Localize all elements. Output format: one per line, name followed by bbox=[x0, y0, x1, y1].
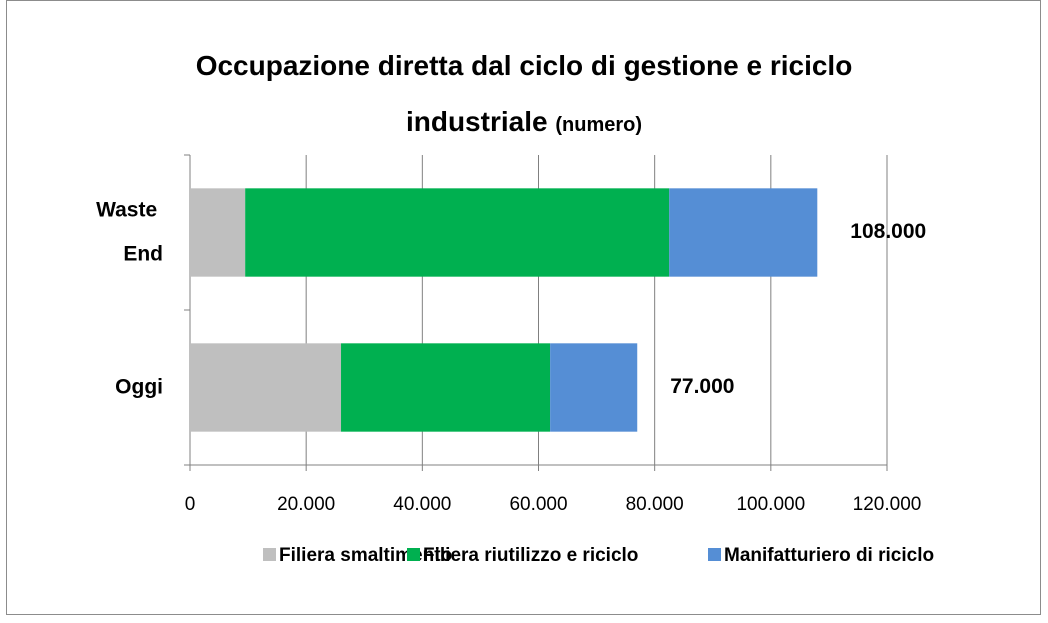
legend-swatch bbox=[708, 548, 721, 561]
chart-title-block: Occupazione diretta dal ciclo di gestion… bbox=[139, 38, 909, 153]
legend-label: Manifatturiero di riciclo bbox=[724, 545, 934, 566]
x-tick-label: 20.000 bbox=[277, 494, 335, 515]
y-tick-label: Waste End bbox=[96, 198, 163, 265]
bar-segment bbox=[245, 188, 670, 277]
bar-segment bbox=[190, 188, 246, 277]
total-label: 77.000 bbox=[670, 375, 734, 398]
chart-subtitle: (numero) bbox=[555, 114, 643, 136]
x-tick-label: 80.000 bbox=[626, 494, 684, 515]
chart-frame bbox=[6, 0, 1041, 615]
title-box: Occupazione diretta dal ciclo di gestion… bbox=[139, 38, 909, 153]
total-label: 108.000 bbox=[850, 220, 926, 243]
bar-segment bbox=[341, 343, 551, 432]
legend-swatch bbox=[407, 548, 420, 561]
bar-segment bbox=[669, 188, 818, 277]
x-tick-label: 0 bbox=[185, 494, 196, 515]
legend-swatch bbox=[263, 548, 276, 561]
legend-label: Filiera riutilizzo e riciclo bbox=[423, 545, 638, 566]
bar-segment bbox=[190, 343, 342, 432]
x-tick-label: 60.000 bbox=[509, 494, 567, 515]
x-tick-label: 120.000 bbox=[853, 494, 922, 515]
y-tick-label: Oggi bbox=[115, 375, 163, 398]
x-tick-label: 40.000 bbox=[393, 494, 451, 515]
chart-title: Occupazione diretta dal ciclo di gestion… bbox=[195, 50, 853, 137]
x-tick-label: 100.000 bbox=[736, 494, 805, 515]
bar-segment bbox=[550, 343, 638, 432]
